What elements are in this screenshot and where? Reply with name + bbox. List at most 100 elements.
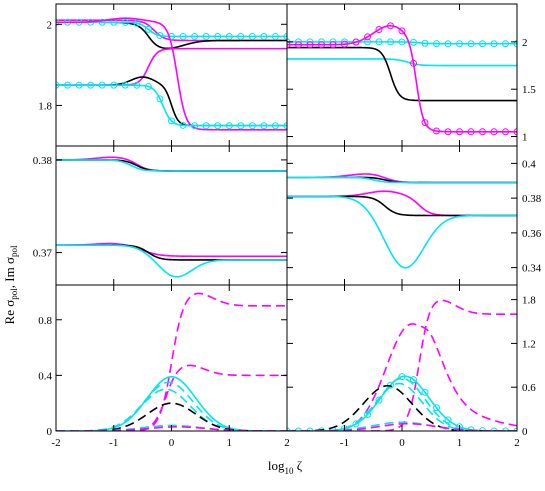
data-point: [98, 81, 106, 89]
data-point: [421, 39, 429, 47]
series-group: [56, 156, 287, 278]
data-point: [168, 117, 175, 125]
data-point: [375, 38, 383, 46]
series-line-magenta: [56, 292, 287, 431]
series-line-black: [56, 159, 287, 172]
x-tick-label: -1: [109, 437, 118, 449]
y-tick-label: 0.38: [522, 193, 542, 205]
data-point: [352, 420, 360, 428]
data-point: [456, 40, 463, 48]
series-line-magenta: [287, 190, 517, 217]
data-point: [433, 40, 440, 48]
x-tick-label: 0: [399, 437, 405, 449]
data-point: [179, 121, 187, 129]
series-line-magenta: [287, 422, 517, 431]
series-line-cyan: [56, 84, 287, 127]
y-tick-label: 0.6: [522, 382, 536, 394]
data-point: [479, 128, 486, 136]
data-point: [121, 81, 129, 89]
data-point: [237, 32, 245, 40]
x-axis-label: log10 ζ: [268, 458, 303, 476]
data-point: [98, 18, 106, 26]
data-point: [364, 33, 371, 41]
y-tick-label: 1.5: [522, 84, 536, 96]
data-point: [144, 83, 152, 91]
y-tick-label: 1.8: [522, 295, 536, 307]
series-line-magenta: [56, 19, 287, 42]
data-point: [56, 81, 60, 89]
y-tick-label: 0.4: [38, 370, 52, 382]
data-point: [110, 81, 118, 89]
data-point: [133, 19, 141, 27]
data-point: [121, 18, 129, 26]
series-line-magenta: [287, 25, 517, 133]
data-point: [329, 41, 337, 49]
data-point: [295, 41, 302, 49]
data-point: [352, 38, 360, 46]
data-point: [398, 38, 406, 46]
data-point: [513, 128, 517, 136]
data-point: [214, 32, 222, 40]
x-tick-label: 1: [227, 437, 233, 449]
series-line-magenta: [287, 173, 517, 184]
x-tick-label: 1: [457, 437, 463, 449]
data-point: [260, 32, 268, 40]
axes-frame: [286, 3, 518, 147]
data-point: [156, 95, 164, 103]
data-point: [502, 128, 509, 136]
data-point: [364, 38, 371, 46]
data-point: [502, 40, 509, 48]
series-line-cyan: [56, 375, 287, 431]
series-line-cyan: [287, 41, 517, 45]
panel-mid-right: 0.34 0.36 0.38 0.4: [286, 145, 542, 286]
data-point: [456, 128, 463, 136]
series-group: [287, 173, 517, 269]
data-point: [398, 373, 406, 381]
x-tick-label: -2: [51, 437, 60, 449]
data-point: [513, 40, 517, 48]
data-point: [306, 41, 314, 49]
y-tick-label: 0.37: [33, 248, 53, 260]
series-line-cyan: [287, 176, 517, 184]
series-group: [287, 299, 517, 431]
series-line-cyan: [56, 159, 287, 172]
series-line-black: [287, 384, 517, 431]
data-point: [202, 32, 210, 40]
data-point: [479, 40, 486, 48]
series-line-magenta: [56, 242, 287, 258]
data-point: [237, 122, 245, 130]
panel-bottom-left: -2 -1 0 1 2 0 0.4 0.8: [38, 284, 290, 449]
y-tick-label: 0.4: [522, 158, 536, 170]
data-point: [75, 81, 83, 89]
series-line-cyan: [56, 21, 287, 38]
series-line-cyan: [287, 195, 517, 269]
data-point: [410, 376, 417, 384]
data-point: [225, 122, 233, 130]
data-point: [318, 41, 325, 49]
data-point: [398, 27, 406, 35]
y-axis-label: Re σpol, Im σpol: [2, 245, 19, 324]
series-line-magenta: [56, 364, 287, 431]
data-point: [214, 122, 222, 130]
y-tick-label: 1: [522, 132, 528, 144]
data-point: [387, 38, 394, 46]
series-line-cyan: [56, 388, 287, 431]
data-point: [410, 59, 417, 67]
y-tick-label: 0.34: [522, 263, 542, 275]
series-line-magenta: [287, 299, 517, 431]
data-point: [202, 122, 210, 130]
y-tick-label: 2: [47, 19, 53, 31]
series-group: [56, 17, 287, 131]
series-line-black: [287, 46, 517, 102]
data-point: [64, 81, 72, 89]
data-point: [410, 38, 417, 46]
data-point: [421, 388, 429, 396]
data-point: [467, 128, 475, 136]
data-point: [433, 127, 440, 135]
x-tick-label: -1: [340, 437, 349, 449]
y-tick-label: 0.36: [522, 228, 542, 240]
series-line-cyan: [287, 421, 517, 431]
data-point: [444, 40, 452, 48]
